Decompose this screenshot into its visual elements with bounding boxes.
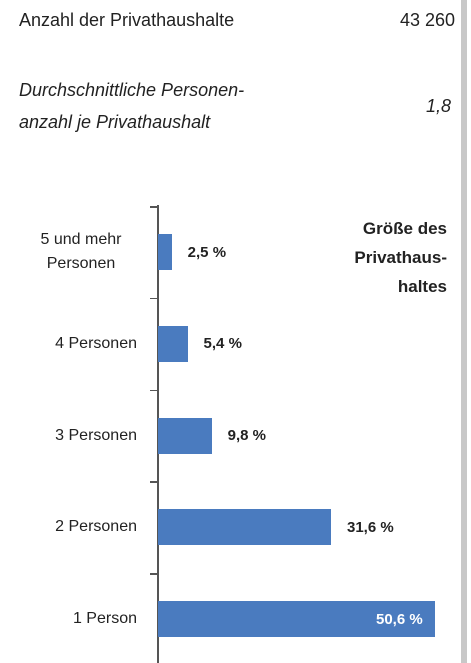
value-label: 5,4 % — [203, 335, 242, 353]
chart-title: Größe des — [362, 219, 447, 238]
category-label: 5 und mehr Personen — [40, 231, 122, 272]
category-label: 1 Person — [72, 610, 137, 627]
stat-value: 1,8 — [425, 96, 451, 116]
bar — [158, 601, 435, 637]
chart-title: Privathaus- — [354, 248, 447, 267]
bar — [158, 234, 172, 270]
bar — [158, 325, 188, 362]
stat-label: anzahl je Privathaushalt — [19, 112, 211, 132]
stat-label: Anzahl der Privathaushalte — [19, 10, 235, 30]
bar — [158, 509, 331, 546]
axis-line — [157, 205, 159, 663]
axis-tick — [150, 206, 158, 208]
stat-label: Durchschnittliche Personen- — [19, 80, 245, 100]
category-label: 4 Personen — [55, 334, 137, 352]
value-label: 9,8 % — [227, 427, 266, 444]
chart-title: haltes — [397, 277, 447, 296]
bar — [158, 417, 212, 454]
axis-tick — [150, 389, 158, 392]
value-label: 2,5 % — [187, 243, 227, 261]
category-label: 2 Personen — [55, 518, 137, 536]
stat-value: 43 260 — [399, 10, 455, 30]
right-edge — [461, 0, 467, 663]
value-label: 31,6 % — [346, 518, 394, 536]
value-label: 50,6 % — [376, 610, 423, 628]
axis-tick — [150, 573, 158, 575]
axis-tick — [150, 297, 158, 300]
category-label: 3 Personen — [55, 426, 137, 444]
axis-tick — [150, 481, 158, 483]
